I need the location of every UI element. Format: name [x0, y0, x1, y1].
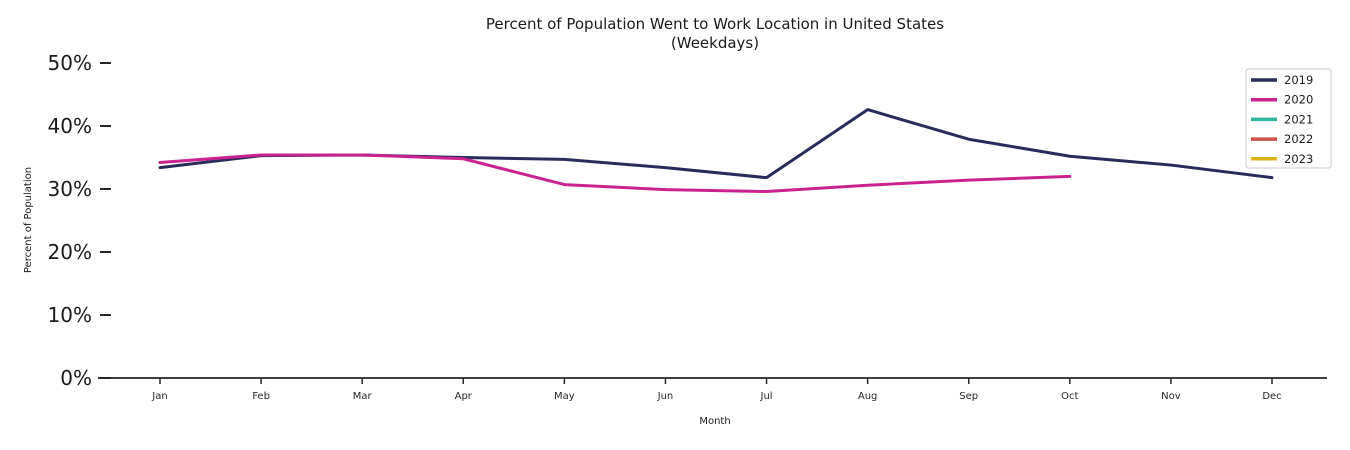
x-tick-label: Apr: [455, 391, 473, 402]
x-tick-label: Mar: [353, 391, 373, 402]
x-tick-label: Sep: [959, 391, 978, 402]
x-tick-label: Jul: [760, 391, 773, 402]
x-tick-label: Jan: [151, 391, 167, 402]
series-lines: [158, 108, 1274, 194]
y-tick-label: 30%: [48, 177, 92, 201]
chart-title: Percent of Population Went to Work Locat…: [486, 15, 944, 33]
y-tick-label: 20%: [48, 240, 92, 264]
chart-subtitle: (Weekdays): [671, 34, 759, 52]
x-tick-label: Feb: [252, 391, 270, 402]
legend-box: [1245, 68, 1332, 169]
x-tick-label: Aug: [858, 391, 878, 402]
y-tick-label: 40%: [48, 114, 92, 138]
x-tick-label: Jun: [657, 391, 674, 402]
y-axis-label: Percent of Population: [23, 167, 34, 273]
axes: Jan Feb Mar Apr May Jun Jul Aug Sep Oct Nov Dec 0% 10…: [48, 51, 1327, 402]
legend-label-2020: 2020: [1284, 93, 1313, 107]
x-tick-label: Nov: [1161, 391, 1181, 402]
legend-label-2019: 2019: [1284, 73, 1313, 87]
y-tick-label: 0%: [60, 366, 92, 390]
series-line-2020: [158, 153, 1072, 194]
x-tick-label: Oct: [1061, 391, 1078, 402]
legend-label-2021: 2021: [1284, 112, 1313, 126]
series-line-2019: [158, 108, 1274, 180]
legend: 2019 2020 2021 2022 2023: [1245, 68, 1332, 169]
x-tick-label: May: [554, 391, 575, 402]
legend-label-2022: 2022: [1284, 132, 1313, 146]
legend-label-2023: 2023: [1284, 152, 1313, 166]
y-tick-label: 50%: [48, 51, 92, 75]
x-axis-label: Month: [699, 416, 730, 427]
x-tick-label: Dec: [1262, 391, 1281, 402]
y-tick-label: 10%: [48, 303, 92, 327]
